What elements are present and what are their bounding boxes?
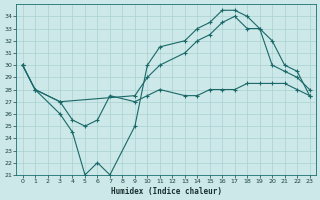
X-axis label: Humidex (Indice chaleur): Humidex (Indice chaleur) bbox=[111, 187, 221, 196]
